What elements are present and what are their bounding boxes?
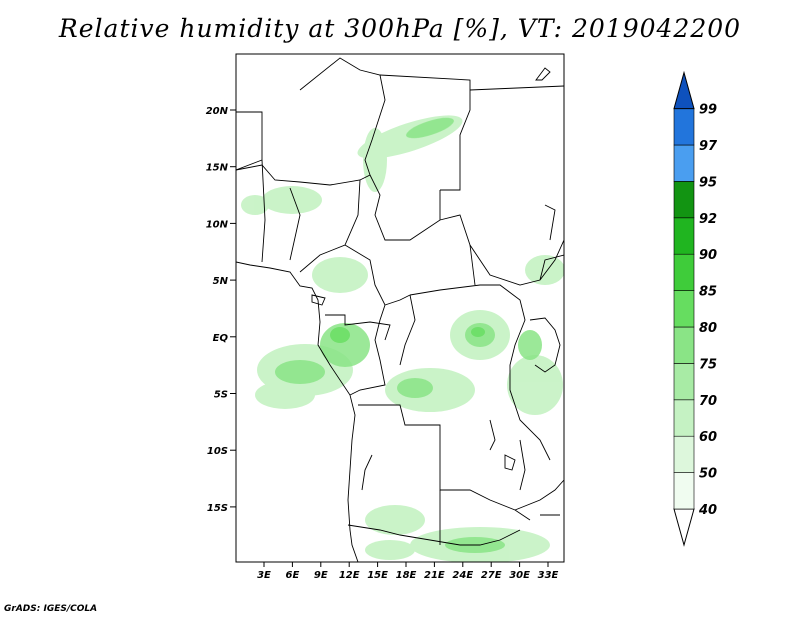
humidity-shading — [241, 115, 564, 562]
lat-tick-label: 5N — [213, 276, 229, 287]
colorbar-segment — [673, 290, 695, 328]
lat-tick-label: 10S — [207, 446, 228, 457]
colorbar-segment — [673, 253, 695, 291]
colorbar-segment — [673, 217, 695, 255]
lon-tick-label: 12E — [339, 570, 360, 581]
colorbar-label: 85 — [699, 285, 717, 300]
colorbar-label: 99 — [699, 103, 717, 118]
lon-tick-label: 24E — [452, 570, 473, 581]
colorbar-segment — [673, 108, 695, 146]
colorbar-segment — [673, 363, 695, 401]
lat-tick-label: 5S — [214, 390, 228, 401]
country-borders — [236, 57, 564, 562]
colorbar: 40 50 60 70 75 80 85 90 92 95 97 99 — [673, 70, 718, 547]
colorbar-label: 97 — [699, 139, 718, 154]
colorbar-lower-extension — [673, 508, 695, 547]
colorbar-label: 70 — [699, 394, 717, 409]
lon-tick-label: 21E — [424, 570, 445, 581]
lon-tick-label: 27E — [481, 570, 502, 581]
colorbar-label: 92 — [699, 212, 717, 227]
colorbar-upper-extension — [673, 70, 695, 110]
colorbar-segment — [673, 326, 695, 364]
lat-tick-label: 15S — [207, 503, 228, 514]
longitude-axis: 3E 6E 9E 12E 15E 18E 21E 24E 27E 30E 33E — [257, 562, 559, 581]
colorbar-label: 75 — [699, 357, 717, 372]
colorbar-label: 60 — [699, 430, 717, 445]
colorbar-segment — [673, 472, 695, 510]
lon-tick-label: 18E — [396, 570, 417, 581]
colorbar-label: 80 — [699, 321, 717, 336]
colorbar-label: 90 — [699, 248, 717, 263]
colorbar-segment — [673, 144, 695, 182]
lon-tick-label: 6E — [286, 570, 300, 581]
map-frame — [235, 53, 565, 563]
lon-tick-label: 33E — [538, 570, 559, 581]
credit-label: GrADS: IGES/COLA — [4, 604, 98, 614]
latitude-axis: 20N 15N 10N 5N EQ 5S 10S 15S — [206, 106, 236, 514]
lon-tick-label: 30E — [509, 570, 530, 581]
lon-tick-label: 9E — [314, 570, 328, 581]
map-title: Relative humidity at 300hPa [%], VT: 201… — [58, 14, 742, 43]
lat-tick-label: 20N — [206, 106, 229, 117]
colorbar-segment — [673, 435, 695, 473]
colorbar-segment — [673, 399, 695, 437]
colorbar-segment — [673, 181, 695, 219]
lon-tick-label: 15E — [367, 570, 388, 581]
lat-tick-label: EQ — [213, 333, 229, 344]
colorbar-label: 95 — [699, 175, 717, 190]
lat-tick-label: 15N — [206, 163, 229, 174]
lon-tick-label: 3E — [257, 570, 271, 581]
colorbar-label: 40 — [698, 503, 717, 518]
colorbar-label: 50 — [699, 467, 717, 482]
lat-tick-label: 10N — [206, 219, 229, 230]
